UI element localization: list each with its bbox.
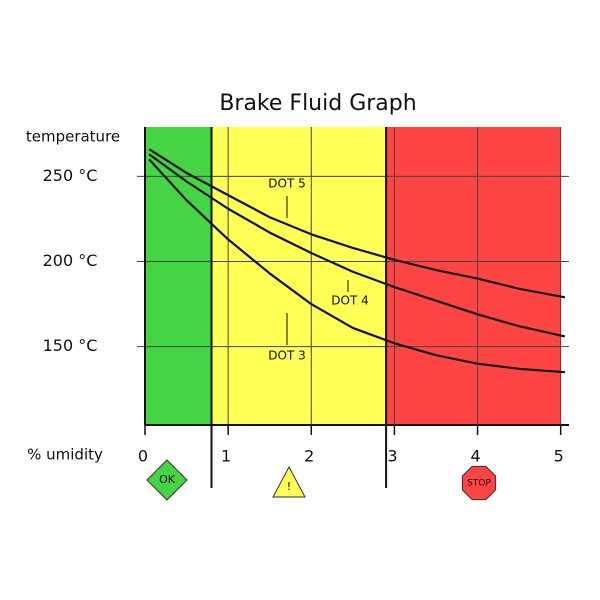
zone bbox=[211, 127, 387, 425]
series-line bbox=[148, 158, 565, 374]
zone bbox=[386, 127, 561, 425]
y-tick-label: 150 °C bbox=[43, 336, 98, 355]
zone-icon-label: ! bbox=[287, 480, 291, 493]
x-tick-label: 4 bbox=[470, 447, 480, 466]
x-tick-label: 2 bbox=[304, 447, 314, 466]
y-tick-label: 200 °C bbox=[43, 251, 98, 270]
x-tick-label: 5 bbox=[554, 447, 564, 466]
series-label: DOT 4 bbox=[331, 294, 368, 308]
series-line bbox=[148, 148, 566, 299]
zone-icon bbox=[272, 465, 306, 498]
series-label: DOT 5 bbox=[268, 177, 305, 191]
zone-icon-label: STOP bbox=[467, 479, 491, 489]
series-line bbox=[148, 153, 566, 338]
chart-title: Brake Fluid Graph bbox=[219, 91, 416, 116]
x-tick-label: 0 bbox=[138, 447, 148, 466]
zone-icon bbox=[146, 459, 188, 501]
zone-icon bbox=[461, 465, 497, 501]
series-label: DOT 3 bbox=[268, 349, 305, 363]
zone-icon-label: OK bbox=[159, 473, 176, 486]
y-axis-label: temperature bbox=[26, 128, 120, 146]
y-tick-label: 250 °C bbox=[43, 166, 98, 185]
x-tick-label: 3 bbox=[387, 447, 397, 466]
x-tick-label: 1 bbox=[221, 447, 231, 466]
x-axis-label: % umidity bbox=[27, 446, 103, 464]
zone bbox=[145, 127, 212, 425]
